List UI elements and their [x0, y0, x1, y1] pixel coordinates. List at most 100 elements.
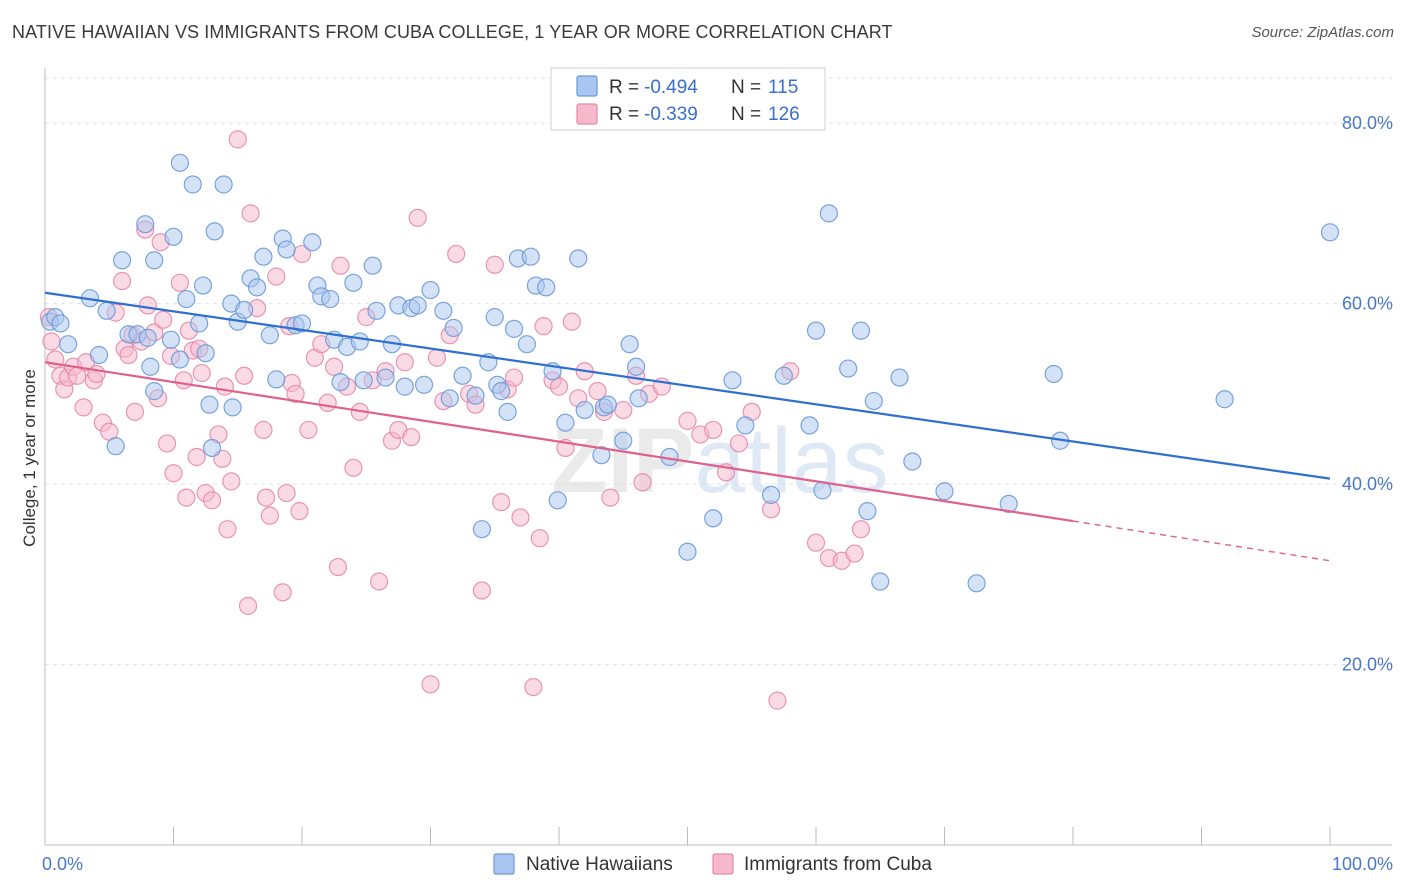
immigrants-cuba-point [277, 483, 296, 503]
points-layer [39, 130, 1340, 710]
native-hawaiians-point [678, 542, 697, 561]
immigrants-cuba-point [492, 493, 511, 512]
immigrants-cuba-point [286, 384, 305, 403]
native-hawaiians-point [592, 446, 611, 465]
y-tick-label: 40.0% [1342, 474, 1393, 494]
native-hawaiians-point [575, 400, 594, 420]
native-hawaiians-point [492, 382, 511, 401]
native-hawaiians-point [890, 368, 909, 387]
immigrants-cuba-point [157, 434, 177, 453]
immigrants-cuba-point [119, 345, 138, 365]
native-hawaiians-point [903, 452, 922, 471]
native-hawaiians-point [1044, 364, 1063, 384]
immigrants-cuba-point [851, 520, 871, 539]
legend-label-native-hawaiians: Native Hawaiians [526, 854, 673, 875]
immigrants-cuba-point [235, 366, 254, 385]
native-hawaiians-point [472, 520, 491, 539]
native-hawaiians-point [170, 350, 190, 369]
native-hawaiians-point [205, 222, 224, 241]
stats-n-label-1: N = [731, 77, 761, 98]
native-hawaiians-point [214, 175, 233, 194]
immigrants-cuba-point [174, 371, 193, 390]
immigrants-cuba-point [256, 488, 276, 507]
native-hawaiians-point [292, 314, 312, 333]
native-hawaiians-point [254, 247, 273, 266]
immigrants-cuba-point [254, 420, 273, 440]
immigrants-cuba-point [273, 583, 292, 602]
immigrants-cuba-point [588, 382, 607, 401]
native-hawaiians-point [800, 416, 819, 435]
immigrants-cuba-point [511, 508, 530, 527]
native-hawaiians-point [395, 377, 414, 396]
y-tick-label: 80.0% [1342, 113, 1393, 133]
native-hawaiians-point [498, 402, 517, 421]
ylabel-group: College, 1 year or more [20, 369, 39, 547]
native-hawaiians-point [517, 335, 536, 354]
immigrants-cuba-point [395, 353, 414, 372]
stats-legend-swatch-pink [576, 103, 598, 125]
native-hawaiians-point [629, 389, 648, 408]
immigrants-cuba-point [504, 368, 524, 387]
legend-label-immigrants-cuba: Immigrants from Cuba [744, 854, 932, 875]
native-hawaiians-point [97, 301, 116, 320]
native-hawaiians-point [1320, 223, 1340, 242]
native-hawaiians-point [202, 438, 222, 458]
immigrants-cuba-point [299, 420, 318, 440]
native-hawaiians-point [112, 251, 132, 270]
immigrants-cuba-point [170, 273, 190, 292]
native-hawaiians-point [548, 491, 567, 510]
native-hawaiians-point [235, 300, 254, 320]
immigrants-cuba-point [845, 544, 864, 563]
stats-r-label-1: R = [609, 77, 639, 98]
native-hawaiians-point [434, 301, 453, 320]
native-hawaiians-point [161, 330, 181, 349]
native-hawaiians-point [321, 289, 340, 309]
native-hawaiians-point [620, 335, 639, 354]
x-tick-label-max: 100.0% [1332, 854, 1393, 874]
stats-r-value-1: -0.494 [644, 77, 698, 98]
native-hawaiians-point [376, 368, 395, 387]
immigrants-cuba-point [328, 557, 348, 577]
native-hawaiians-point [819, 204, 838, 223]
native-hawaiians-point [51, 314, 70, 333]
native-hawaiians-point [277, 240, 296, 259]
native-hawaiians-point [344, 273, 363, 292]
native-hawaiians-point [1215, 390, 1234, 409]
y-tick-label: 20.0% [1342, 655, 1393, 675]
immigrants-cuba-point [187, 447, 206, 467]
immigrants-cuba-point [421, 675, 440, 694]
native-hawaiians-point [200, 395, 219, 414]
immigrants-cuba-point [633, 473, 652, 492]
native-hawaiians-point [367, 301, 386, 320]
native-hawaiians-point [331, 372, 350, 392]
native-hawaiians-point [614, 431, 633, 450]
immigrants-cuba-point [42, 332, 61, 351]
native-hawaiians-point [414, 375, 434, 394]
immigrants-cuba-point [325, 357, 344, 376]
native-hawaiians-point [871, 572, 890, 591]
immigrants-cuba-point [768, 691, 787, 710]
immigrants-cuba-point [704, 420, 723, 440]
native-hawaiians-point [145, 382, 164, 401]
native-hawaiians-point [999, 494, 1018, 514]
axis-layer: 20.0% 40.0% 60.0% 80.0% 0.0% 100.0% [42, 68, 1393, 874]
stats-legend-swatch-blue [576, 75, 598, 97]
stats-r-value-2: -0.339 [644, 104, 698, 125]
chart-source: Source: ZipAtlas.com [1251, 24, 1394, 41]
immigrants-cuba-point [485, 255, 504, 274]
native-hawaiians-point [267, 370, 286, 389]
native-hawaiians-point [556, 413, 575, 432]
immigrants-cuba-point [678, 411, 697, 430]
immigrants-cuba-point [427, 348, 447, 367]
stats-n-label-2: N = [731, 104, 761, 125]
native-hawaiians-point [196, 344, 215, 363]
immigrants-cuba-point [112, 271, 132, 291]
immigrants-cuba-point [202, 491, 222, 510]
immigrants-cuba-point [228, 130, 247, 149]
native-hawaiians-point [170, 153, 190, 172]
native-hawaiians-point [813, 481, 832, 500]
native-hawaiians-point [761, 485, 781, 504]
immigrants-cuba-point [222, 472, 241, 491]
immigrants-cuba-point [534, 317, 553, 336]
